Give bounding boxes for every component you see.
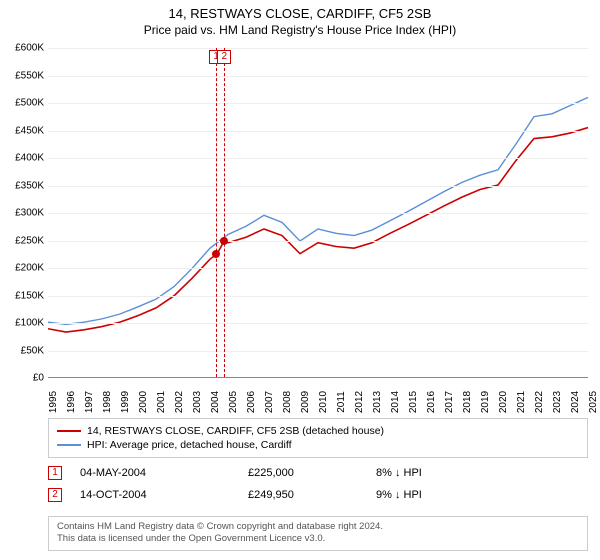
y-axis-tick: £600K bbox=[2, 43, 44, 54]
x-axis-tick: 2002 bbox=[174, 391, 185, 413]
sale-pct: 9% ↓ HPI bbox=[376, 489, 476, 501]
x-axis-tick: 2019 bbox=[480, 391, 491, 413]
sale-marker-box: 2 bbox=[217, 50, 231, 64]
x-axis-tick: 2010 bbox=[318, 391, 329, 413]
sales-table: 1 04-MAY-2004 £225,000 8% ↓ HPI 2 14-OCT-2004… bbox=[48, 462, 588, 506]
x-axis-tick: 2006 bbox=[246, 391, 257, 413]
y-axis-tick: £550K bbox=[2, 70, 44, 81]
sale-date: 14-OCT-2004 bbox=[80, 489, 230, 501]
sale-price: £249,950 bbox=[248, 489, 358, 501]
y-axis-tick: £100K bbox=[2, 318, 44, 329]
legend-swatch bbox=[57, 444, 81, 446]
x-axis-tick: 2007 bbox=[264, 391, 275, 413]
chart-subtitle: Price paid vs. HM Land Registry's House … bbox=[0, 21, 600, 37]
x-axis-tick: 2020 bbox=[498, 391, 509, 413]
x-axis-tick: 1997 bbox=[84, 391, 95, 413]
y-axis-tick: £200K bbox=[2, 263, 44, 274]
x-axis-tick: 2015 bbox=[408, 391, 419, 413]
x-axis-tick: 2018 bbox=[462, 391, 473, 413]
gridline bbox=[48, 296, 588, 297]
sale-price: £225,000 bbox=[248, 467, 358, 479]
gridline bbox=[48, 103, 588, 104]
y-axis-tick: £350K bbox=[2, 180, 44, 191]
x-axis-tick: 2025 bbox=[588, 391, 599, 413]
y-axis-tick: £50K bbox=[2, 345, 44, 356]
plot-area: £0£50K£100K£150K£200K£250K£300K£350K£400… bbox=[48, 48, 588, 378]
y-axis-tick: £300K bbox=[2, 208, 44, 219]
gridline bbox=[48, 268, 588, 269]
legend-swatch bbox=[57, 430, 81, 432]
x-axis-tick: 2017 bbox=[444, 391, 455, 413]
legend-item: HPI: Average price, detached house, Card… bbox=[57, 438, 579, 452]
x-axis-tick: 1995 bbox=[48, 391, 59, 413]
x-axis-tick: 2014 bbox=[390, 391, 401, 413]
footer-attribution: Contains HM Land Registry data © Crown c… bbox=[48, 516, 588, 551]
legend-label: HPI: Average price, detached house, Card… bbox=[87, 439, 292, 451]
x-axis-tick: 2009 bbox=[300, 391, 311, 413]
x-axis-tick: 2004 bbox=[210, 391, 221, 413]
y-axis-tick: £500K bbox=[2, 98, 44, 109]
y-axis-tick: £250K bbox=[2, 235, 44, 246]
gridline bbox=[48, 186, 588, 187]
footer-line-1: Contains HM Land Registry data © Crown c… bbox=[57, 521, 579, 533]
gridline bbox=[48, 158, 588, 159]
gridline bbox=[48, 131, 588, 132]
x-axis-tick: 2022 bbox=[534, 391, 545, 413]
gridline bbox=[48, 351, 588, 352]
y-axis-tick: £400K bbox=[2, 153, 44, 164]
sale-point bbox=[220, 237, 228, 245]
sale-row: 2 14-OCT-2004 £249,950 9% ↓ HPI bbox=[48, 484, 588, 506]
gridline bbox=[48, 76, 588, 77]
gridline bbox=[48, 241, 588, 242]
legend-item: 14, RESTWAYS CLOSE, CARDIFF, CF5 2SB (de… bbox=[57, 424, 579, 438]
chart-container: 14, RESTWAYS CLOSE, CARDIFF, CF5 2SB Pri… bbox=[0, 0, 600, 560]
x-axis-tick: 2000 bbox=[138, 391, 149, 413]
x-axis-tick: 2016 bbox=[426, 391, 437, 413]
x-axis-tick: 2024 bbox=[570, 391, 581, 413]
footer-line-2: This data is licensed under the Open Gov… bbox=[57, 533, 579, 545]
y-axis-tick: £0 bbox=[2, 373, 44, 384]
x-axis-tick: 2003 bbox=[192, 391, 203, 413]
sale-row-marker: 2 bbox=[48, 488, 62, 502]
x-axis-tick: 1996 bbox=[66, 391, 77, 413]
x-axis-tick: 2005 bbox=[228, 391, 239, 413]
y-axis-tick: £450K bbox=[2, 125, 44, 136]
x-axis-tick: 2023 bbox=[552, 391, 563, 413]
x-axis-tick: 1999 bbox=[120, 391, 131, 413]
y-axis-tick: £150K bbox=[2, 290, 44, 301]
sale-marker-line bbox=[224, 48, 225, 377]
sale-point bbox=[212, 250, 220, 258]
x-axis-tick: 2011 bbox=[336, 391, 347, 413]
x-axis-tick: 2001 bbox=[156, 391, 167, 413]
legend-label: 14, RESTWAYS CLOSE, CARDIFF, CF5 2SB (de… bbox=[87, 425, 384, 437]
sale-row-marker: 1 bbox=[48, 466, 62, 480]
sale-marker-line bbox=[216, 48, 217, 377]
x-axis-tick: 2008 bbox=[282, 391, 293, 413]
gridline bbox=[48, 48, 588, 49]
x-axis-tick: 1998 bbox=[102, 391, 113, 413]
x-axis-tick: 2012 bbox=[354, 391, 365, 413]
x-axis-tick: 2021 bbox=[516, 391, 527, 413]
gridline bbox=[48, 213, 588, 214]
sale-pct: 8% ↓ HPI bbox=[376, 467, 476, 479]
legend-box: 14, RESTWAYS CLOSE, CARDIFF, CF5 2SB (de… bbox=[48, 418, 588, 458]
x-axis-tick: 2013 bbox=[372, 391, 383, 413]
sale-row: 1 04-MAY-2004 £225,000 8% ↓ HPI bbox=[48, 462, 588, 484]
gridline bbox=[48, 323, 588, 324]
chart-title: 14, RESTWAYS CLOSE, CARDIFF, CF5 2SB bbox=[0, 0, 600, 21]
sale-date: 04-MAY-2004 bbox=[80, 467, 230, 479]
